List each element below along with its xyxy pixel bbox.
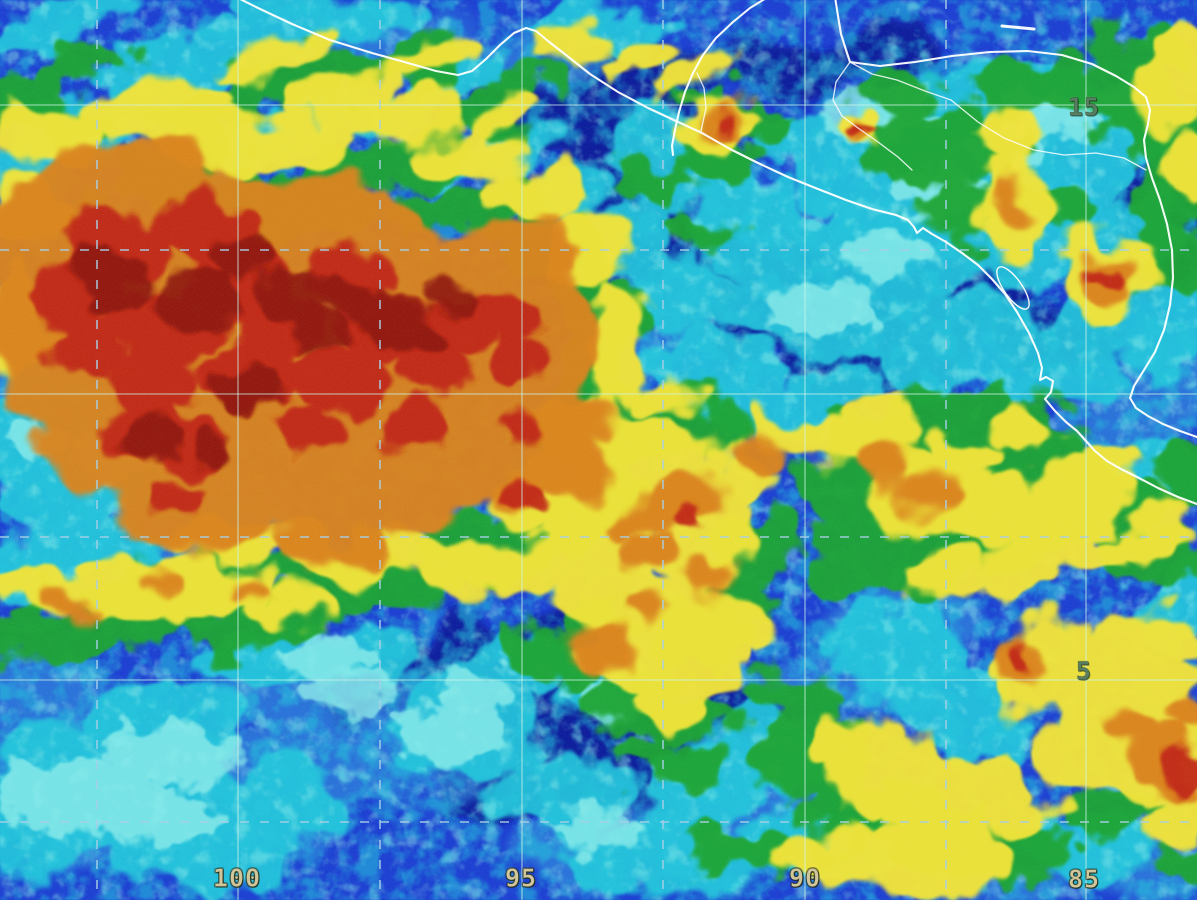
lon-label-100: 100: [212, 863, 262, 893]
coastline-belize-honduras-nicaragua-caribbean: [834, 0, 1197, 439]
bay-islands-honduras: [1000, 24, 1036, 31]
border-guatemala-honduras: [849, 61, 952, 101]
coastline-pacific-mexico-central-america: [239, 0, 1197, 506]
lake-nicaragua-outline: [996, 266, 1030, 310]
lon-label-95: 95: [504, 863, 538, 893]
border-mexico-guatemala: [696, 72, 707, 132]
lat-label-15: 15: [1067, 92, 1101, 122]
border-honduras-nicaragua: [950, 99, 1147, 171]
border-el-salvador: [832, 61, 913, 171]
lon-label-85: 85: [1067, 864, 1101, 894]
coastline-gulf-of-campeche: [670, 0, 766, 157]
country-border-lines: [696, 61, 1147, 171]
lon-label-90: 90: [788, 863, 822, 893]
lat-label-5: 5: [1075, 656, 1093, 686]
coastline-overlay: [239, 0, 1197, 506]
